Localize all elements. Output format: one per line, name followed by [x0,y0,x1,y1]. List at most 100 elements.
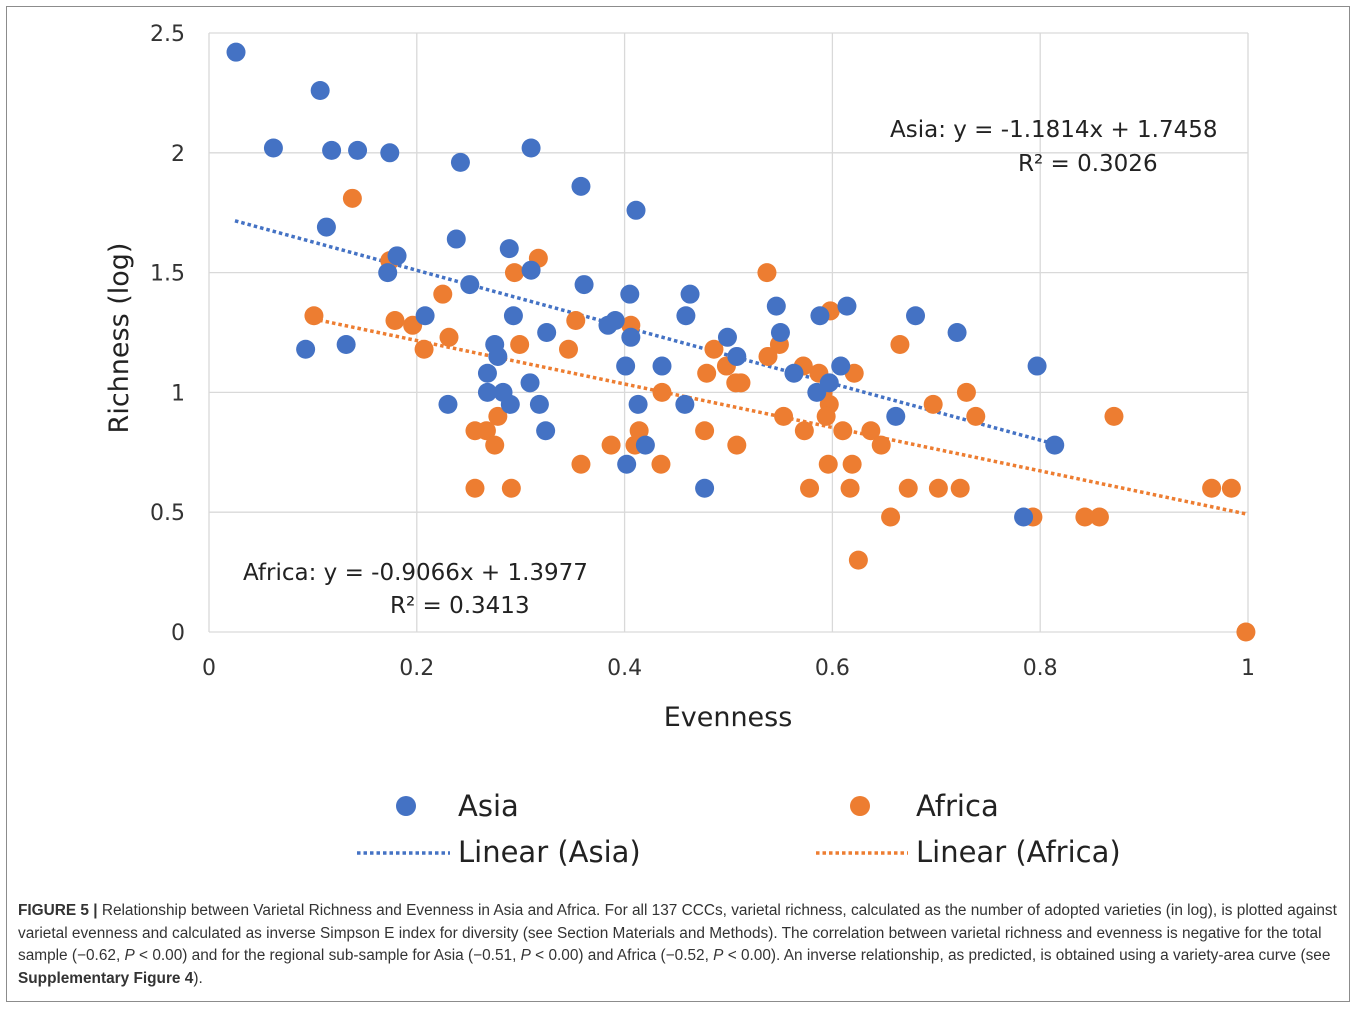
point-asia [680,284,700,304]
caption-text-3: < 0.00) and Africa (−0.52, [530,947,714,964]
point-asia [378,263,398,283]
grid [208,32,1249,633]
point-africa [898,478,918,498]
y-tick-label: 2 [171,142,185,167]
axis-ticks: 0 0.2 0.4 0.6 0.8 1 0 0.5 1 1.5 2 2.5 [150,22,1255,681]
point-asia [571,176,591,196]
point-asia [310,81,330,101]
point-africa [794,421,814,441]
point-africa [842,454,862,474]
point-asia [886,406,906,426]
point-asia [837,296,857,316]
point-africa [652,382,672,402]
point-africa [629,421,649,441]
point-africa [485,435,505,455]
point-asia [521,260,541,280]
point-asia [628,394,648,414]
point-asia [488,346,508,366]
point-africa [651,454,671,474]
point-asia [296,339,316,359]
legend-label-asia: Asia [458,789,519,823]
scatter-chart: 0 0.2 0.4 0.6 0.8 1 0 0.5 1 1.5 2 2.5 Richness (log… [104,22,1256,869]
caption-p-2: P [520,947,531,964]
point-asia [727,346,747,366]
legend-marker-asia [396,796,416,816]
point-asia [438,394,458,414]
point-africa [1221,478,1241,498]
point-asia [521,138,541,158]
caption-p-1: P [124,947,135,964]
point-africa [704,339,724,359]
point-africa [758,346,778,366]
point-asia [906,306,926,326]
point-asia [415,306,435,326]
point-africa [890,334,910,354]
caption-text-4: < 0.00). An inverse relationship, as pre… [723,947,1331,964]
y-axis-title: Richness (log) [104,243,135,434]
x-tick-label: 0.2 [399,656,434,681]
point-asia [616,356,636,376]
point-africa [697,363,717,383]
point-asia [348,140,368,160]
point-asia [617,454,637,474]
point-africa [558,339,578,359]
point-africa [385,311,405,331]
asia-r2: R² = 0.3026 [1018,151,1158,177]
y-tick-label: 0 [171,621,185,646]
point-africa [601,435,621,455]
point-africa [1089,507,1109,527]
point-asia [717,327,737,347]
point-africa [861,421,881,441]
point-africa [800,478,820,498]
point-africa [476,421,496,441]
y-tick-label: 2.5 [150,22,185,47]
point-asia [574,275,594,295]
point-asia [520,373,540,393]
point-asia [675,394,695,414]
point-africa [1202,478,1222,498]
point-africa [731,373,751,393]
caption-text-1: Relationship between Varietal Richness a… [18,902,1337,964]
figure-frame [6,6,1350,1002]
point-africa [439,327,459,347]
point-africa [1104,406,1124,426]
point-africa [923,394,943,414]
africa-r2: R² = 0.3413 [390,593,530,619]
point-africa [571,454,591,474]
point-asia [635,435,655,455]
point-asia [446,229,466,249]
legend-label-linear-asia: Linear (Asia) [458,835,641,869]
point-africa [966,406,986,426]
point-asia [621,327,641,347]
point-africa [816,406,836,426]
point-asia [947,323,967,342]
point-africa [414,339,434,359]
caption-reference-link: Supplementary Figure 4 [18,969,194,987]
africa-equation: Africa: y = -0.9066x + 1.3977 [243,560,588,586]
point-asia [620,284,640,304]
point-asia [770,323,790,342]
point-asia [477,363,497,383]
x-tick-label: 0 [202,656,216,681]
point-africa [848,550,868,570]
point-asia [263,138,283,158]
figure-caption: FIGURE 5 | Relationship between Varietal… [18,900,1338,990]
y-tick-label: 1.5 [150,262,185,287]
trendline-asia [234,219,1052,445]
y-tick-label: 0.5 [150,501,185,526]
point-asia [380,143,400,163]
caption-text-2: < 0.00) and for the regional sub-sample … [134,947,521,964]
point-asia [336,334,356,354]
point-africa [727,435,747,455]
point-asia [500,394,520,414]
point-asia [1045,435,1065,455]
legend-label-linear-africa: Linear (Africa) [916,835,1121,869]
point-asia [695,478,715,498]
point-asia [652,356,672,376]
caption-label: FIGURE 5 | [18,902,98,919]
point-asia [477,382,497,402]
point-africa [1236,622,1256,642]
point-asia [810,306,830,326]
point-asia [499,239,519,259]
point-asia [1027,356,1047,376]
